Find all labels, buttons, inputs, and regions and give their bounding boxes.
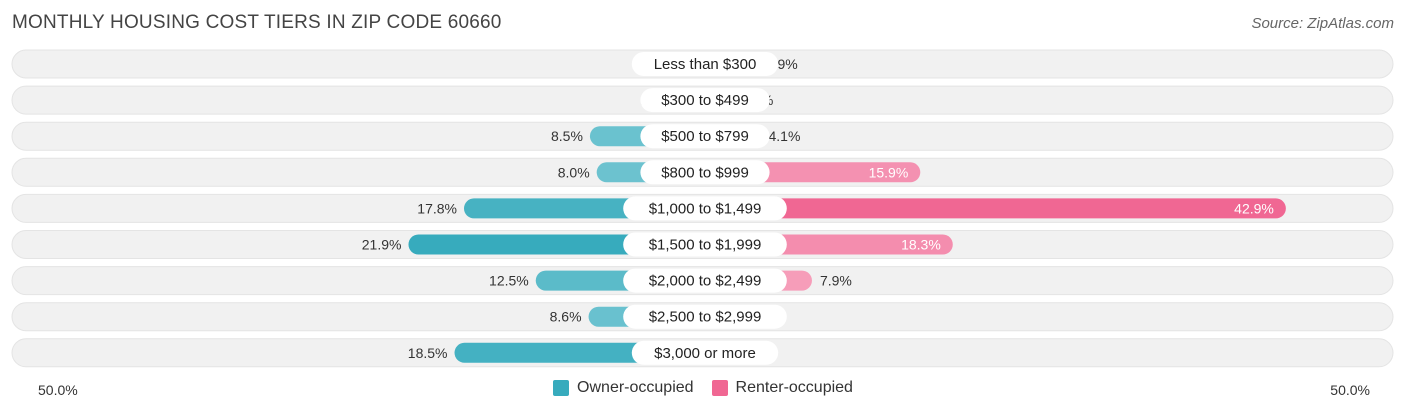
axis-right-label: 50.0% [1330, 382, 1370, 398]
legend-item-renter: Renter-occupied [711, 379, 853, 397]
renter-value-label: 15.9% [869, 164, 909, 180]
category-label: $3,000 or more [654, 345, 756, 362]
category-label: Less than $300 [654, 56, 757, 73]
owner-value-label: 8.6% [550, 309, 582, 325]
owner-value-label: 12.5% [489, 273, 529, 289]
category-label: $800 to $999 [661, 164, 749, 181]
owner-value-label: 18.5% [408, 345, 448, 361]
renter-bar [705, 198, 1286, 219]
renter-value-label: 42.9% [1234, 200, 1274, 216]
category-pill [640, 160, 770, 185]
category-pill [640, 88, 770, 113]
category-pill [623, 268, 787, 293]
owner-swatch [553, 380, 570, 396]
category-label: $300 to $499 [661, 92, 749, 109]
renter-value-label: 18.3% [901, 237, 941, 253]
category-pill [631, 52, 779, 76]
category-pill [640, 124, 770, 149]
category-pill [623, 304, 787, 329]
chart-title: MONTHLY HOUSING COST TIERS IN ZIP CODE 6… [12, 12, 502, 33]
source-label: Source: ZipAtlas.com [1251, 15, 1394, 32]
legend-owner-label: Owner-occupied [577, 379, 694, 396]
renter-swatch [711, 380, 728, 396]
axis-left-label: 50.0% [38, 382, 78, 398]
owner-value-label: 8.0% [558, 164, 590, 180]
renter-value-label: 7.9% [820, 273, 852, 289]
legend-renter-label: Renter-occupied [735, 379, 853, 396]
category-label: $2,000 to $2,499 [649, 273, 762, 290]
category-pill [623, 232, 787, 257]
owner-value-label: 17.8% [417, 200, 457, 216]
category-label: $1,000 to $1,499 [649, 200, 762, 217]
legend: Owner-occupied Renter-occupied [0, 379, 1406, 397]
owner-value-label: 21.9% [362, 237, 402, 253]
category-label: $2,500 to $2,999 [649, 309, 762, 326]
category-label: $500 to $799 [661, 128, 749, 145]
renter-value-label: 4.1% [769, 128, 801, 144]
owner-value-label: 8.5% [551, 128, 583, 144]
legend-item-owner: Owner-occupied [553, 379, 694, 397]
category-pill [631, 340, 779, 365]
category-label: $1,500 to $1,999 [649, 237, 762, 254]
category-pill [623, 196, 787, 221]
